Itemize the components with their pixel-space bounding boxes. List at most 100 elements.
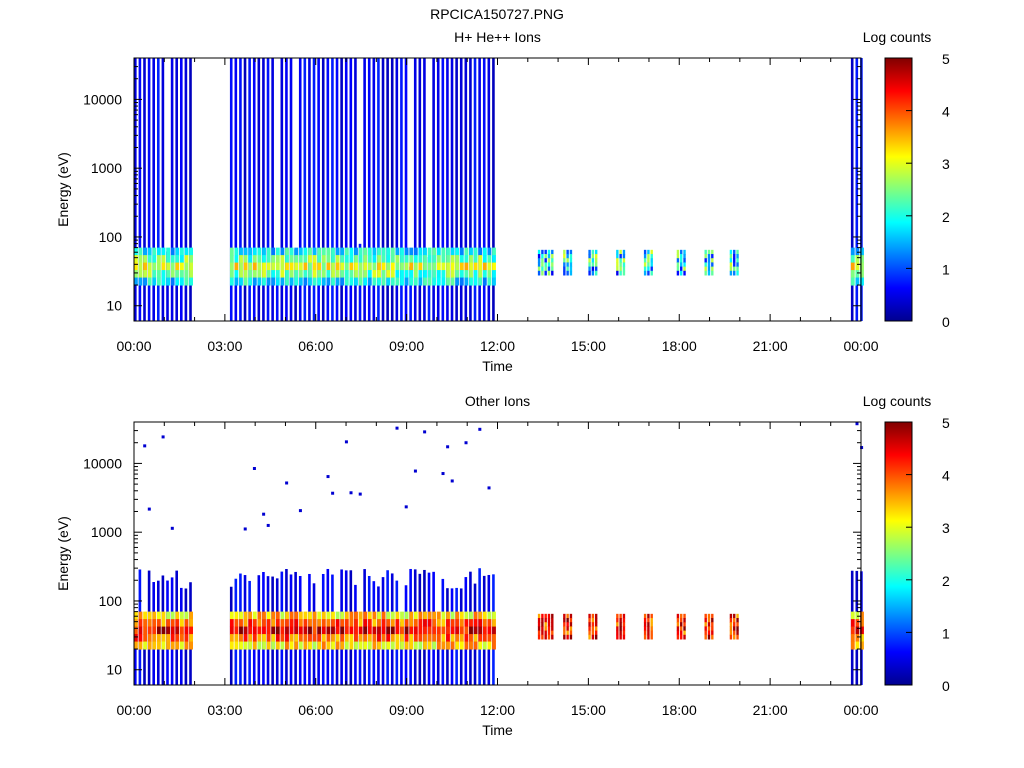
energy-band-cell (616, 270, 619, 276)
energy-band-cell (707, 258, 711, 263)
energy-band-cell (537, 249, 541, 255)
energy-band-cell (436, 619, 441, 628)
energy-band-cell (594, 266, 598, 272)
energy-band-cell (487, 634, 492, 643)
energy-band-cell (326, 641, 331, 650)
energy-band-cell (450, 262, 455, 271)
energy-band-cell (622, 630, 626, 636)
energy-band-cell (643, 613, 647, 619)
energy-band-cell (257, 619, 262, 628)
x-tick-label: 15:00 (571, 702, 606, 718)
energy-band-cell (551, 613, 554, 619)
energy-sweep (280, 58, 284, 321)
energy-sweep (266, 58, 270, 321)
energy-band-cell (170, 277, 175, 286)
energy-band-cell (432, 262, 437, 271)
energy-band-cell (622, 258, 626, 263)
energy-sweep (134, 58, 137, 321)
count-dot (464, 441, 468, 445)
energy-band-cell (184, 626, 189, 635)
energy-band-cell (450, 255, 455, 264)
energy-band-cell (446, 619, 450, 628)
energy-band-cell (413, 247, 418, 256)
energy-band-cell (729, 618, 733, 623)
energy-band-cell (180, 262, 184, 271)
energy-band-cell (683, 258, 686, 263)
energy-band-cell (266, 270, 271, 279)
energy-band-cell (569, 630, 573, 636)
energy-band-cell (680, 613, 683, 619)
energy-band-cell (312, 626, 317, 635)
energy-band-cell (326, 619, 331, 628)
energy-band-cell (459, 634, 464, 643)
y-tick-label: 10 (106, 662, 122, 678)
energy-band-cell (455, 634, 460, 643)
energy-band-cell (569, 249, 573, 255)
energy-band-cell (413, 611, 418, 620)
energy-band-cell (432, 247, 437, 256)
energy-band-cell (266, 634, 271, 643)
energy-band-cell (473, 255, 478, 264)
energy-band-cell (152, 262, 157, 271)
energy-band-cell (234, 626, 239, 635)
energy-sweep (469, 58, 472, 321)
energy-band-cell (850, 626, 855, 635)
energy-band-cell (423, 626, 427, 635)
energy-band-cell (459, 262, 464, 271)
energy-band-cell (317, 262, 322, 271)
energy-band-cell (544, 634, 547, 640)
energy-band-cell (317, 277, 322, 286)
energy-sweep (184, 58, 188, 321)
energy-band-cell (335, 262, 340, 271)
energy-band-cell (147, 626, 152, 635)
energy-band-cell (367, 619, 372, 628)
energy-band-cell (446, 255, 450, 264)
energy-band-cell (344, 634, 349, 643)
energy-band-cell (262, 626, 266, 635)
energy-band-cell (180, 641, 184, 650)
energy-band-cell (294, 247, 299, 256)
energy-band-cell (423, 277, 427, 286)
energy-band-cell (377, 262, 381, 271)
energy-band-cell (704, 262, 707, 268)
energy-band-cell (850, 262, 855, 271)
energy-band-cell (683, 634, 686, 640)
energy-band-cell (736, 254, 739, 259)
energy-sweep (234, 58, 238, 321)
energy-band-cell (413, 634, 418, 643)
energy-band-cell (138, 277, 143, 286)
energy-sweep (166, 251, 169, 321)
energy-band-cell (308, 619, 312, 628)
energy-band-cell (354, 277, 358, 286)
energy-band-cell (138, 611, 143, 620)
energy-band-cell (321, 619, 326, 628)
energy-band-cell (492, 270, 496, 279)
energy-band-cell (161, 634, 166, 643)
energy-band-cell (143, 270, 147, 279)
energy-band-cell (335, 641, 340, 650)
energy-band-cell (175, 626, 180, 635)
energy-band-cell (175, 270, 180, 279)
energy-band-cell (340, 634, 345, 643)
count-dot (450, 479, 454, 483)
energy-band-cell (436, 626, 441, 635)
energy-band-cell (441, 255, 446, 264)
energy-band-cell (733, 254, 736, 259)
energy-band-cell (289, 641, 294, 650)
energy-band-cell (326, 611, 331, 620)
energy-band-cell (569, 634, 573, 640)
energy-band-cell (243, 626, 248, 635)
energy-band-cell (363, 641, 368, 650)
energy-band-cell (395, 255, 400, 264)
energy-band-cell (418, 626, 423, 635)
energy-band-cell (492, 641, 496, 650)
energy-sweep (850, 58, 854, 321)
energy-band-cell (676, 630, 680, 636)
energy-sweep (262, 58, 265, 321)
energy-band-cell (478, 262, 483, 271)
energy-band-cell (680, 249, 683, 255)
energy-band-cell (855, 626, 860, 635)
energy-band-cell (860, 611, 864, 620)
energy-band-cell (335, 611, 340, 620)
energy-band-cell (257, 634, 262, 643)
